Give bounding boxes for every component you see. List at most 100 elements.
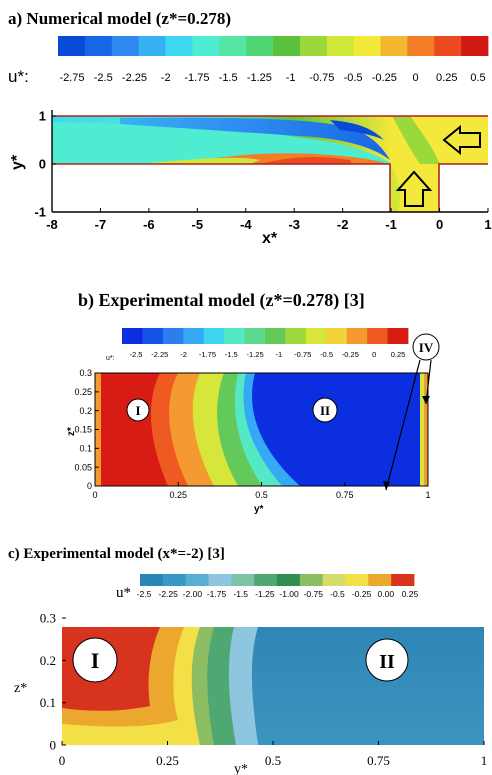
panel-c-xlabel: y* bbox=[234, 762, 248, 775]
panel-b-colorbar-tick-label: -0.25 bbox=[342, 350, 359, 359]
panel-b: b) Experimental model (z*=0.278) [3] u*:… bbox=[66, 290, 440, 515]
panel-c-colorbar-tick-label: 0.00 bbox=[378, 589, 395, 599]
panel-c-colorbar-swatch bbox=[391, 574, 415, 586]
panel-b-title: b) Experimental model (z*=0.278) [3] bbox=[78, 290, 365, 311]
panel-c-colorbar-tick-label: -2.00 bbox=[183, 589, 203, 599]
jet-band-cyan bbox=[52, 122, 392, 164]
panel-b-xlabel: y* bbox=[254, 504, 264, 515]
panel-a-y-tick-label: -1 bbox=[34, 205, 46, 220]
panel-b-colorbar-tick-label: -1 bbox=[276, 350, 283, 359]
panel-b-colorbar-swatch bbox=[305, 328, 327, 344]
panel-b-plot: 0 0.25 0.5 0.75 1 0 0.05 0.1 0.15 0.2 0.25 0.3 y* z… bbox=[66, 333, 440, 515]
panel-b-colorbar-tick-label: 0 bbox=[372, 350, 376, 359]
mixing-zone bbox=[392, 116, 440, 164]
panel-a-colorbar-tick-label: -2.25 bbox=[122, 72, 147, 84]
jet-core-deep bbox=[330, 120, 384, 140]
panel-c-title: c) Experimental model (x*=-2) [3] bbox=[8, 546, 225, 562]
panel-b-colorbar-swatch bbox=[244, 328, 266, 344]
panel-a-colorbar-swatch bbox=[192, 36, 220, 56]
panel-a-colorbar-swatch bbox=[138, 36, 166, 56]
panel-a-colorbar-tick-label: -0.75 bbox=[309, 72, 334, 84]
panel-a-colorbar-label: u*: bbox=[8, 67, 29, 86]
panel-a-xlabel: x* bbox=[262, 230, 278, 247]
panel-b-colorbar-tick-label: -2.25 bbox=[151, 350, 168, 359]
panel-a-colorbar-tick-label: -1 bbox=[286, 72, 296, 84]
jet-core-blue bbox=[120, 117, 390, 160]
panel-a-ylabel: y* bbox=[9, 154, 26, 170]
panel-a-x-tick-label: -6 bbox=[143, 217, 155, 232]
panel-b-colorbar-swatch bbox=[367, 328, 388, 344]
c-region-label-2: II bbox=[379, 651, 395, 673]
panel-a-colorbar-ticks: -2.75 -2.5 -2.25 -2 -1.75 -1.5 -1.25 -1 -0.75 -0.… bbox=[59, 72, 485, 84]
panel-c-colorbar-swatch bbox=[140, 574, 164, 586]
panel-a-colorbar-swatch bbox=[165, 36, 193, 56]
panel-b-colorbar-tick-label: -0.5 bbox=[320, 350, 333, 359]
panel-c-colorbar-tick-label: -2.5 bbox=[137, 589, 152, 599]
panel-a-x-tick-label: -5 bbox=[192, 217, 204, 232]
panel-a-x-tick-label: -3 bbox=[288, 217, 300, 232]
panel-a-colorbar-tick-label: -1.5 bbox=[219, 72, 238, 84]
panel-c-ylabel: z* bbox=[14, 681, 27, 696]
panel-c-y-tick-label: 0 bbox=[50, 738, 57, 753]
panel-a-colorbar-swatch bbox=[246, 36, 274, 56]
panel-c-y-tick-label: 0.3 bbox=[40, 611, 56, 626]
panel-b-colorbar-swatch bbox=[387, 328, 409, 344]
panel-b-colorbar-swatch bbox=[122, 328, 143, 344]
panel-a-colorbar-swatch bbox=[299, 36, 328, 56]
panel-c-x-tick-label: 0.25 bbox=[156, 753, 179, 768]
panel-b-y-tick-label: 0.1 bbox=[79, 443, 92, 453]
c-region-circle-1 bbox=[72, 637, 118, 683]
panel-c-colorbar-tick-label: -0.75 bbox=[304, 589, 324, 599]
panel-b-colorbar-swatch bbox=[224, 328, 245, 344]
panel-b-colorbar-tick-label: -2.5 bbox=[130, 350, 143, 359]
panel-a-colorbar-swatch bbox=[273, 36, 301, 56]
panel-a-colorbar-tick-label: -2.5 bbox=[94, 72, 113, 84]
panel-b-y-tick-label: 0 bbox=[87, 481, 92, 491]
panel-c-x-tick-label: 0.5 bbox=[265, 753, 281, 768]
c-bottom-layer bbox=[62, 720, 200, 745]
panel-c-y-tick-label: 0.1 bbox=[40, 695, 56, 710]
panel-c-colorbar-tick-label: -1.25 bbox=[255, 589, 275, 599]
b-region-label-1: I bbox=[135, 403, 140, 418]
panel-c-colorbar bbox=[140, 574, 415, 586]
panel-b-y-tick-label: 0.2 bbox=[79, 406, 92, 416]
bottom-wall-left bbox=[52, 163, 391, 212]
b-region-label-4: IV bbox=[419, 340, 434, 355]
panel-c-y-tick-label: 0.2 bbox=[40, 653, 56, 668]
panel-b-colorbar-tick-label: -1.75 bbox=[199, 350, 216, 359]
panel-b-colorbar-tick-label: 0.25 bbox=[391, 350, 406, 359]
b-region-label-2: II bbox=[320, 403, 330, 418]
panel-a-colorbar-swatch bbox=[111, 36, 140, 56]
panel-c-colorbar-tick-label: -1.5 bbox=[233, 589, 248, 599]
b-band-red bbox=[95, 373, 168, 486]
panel-b-axis-ticks: 0 0.25 0.5 0.75 1 0 0.05 0.1 0.15 0.2 0.25 0.3 bbox=[74, 368, 430, 500]
panel-c-axis-ticks: 0 0.25 0.5 0.75 1 0 0.1 0.2 0.3 bbox=[40, 611, 488, 768]
panel-b-colorbar-swatch bbox=[326, 328, 348, 344]
inflow-arrow-bottom bbox=[395, 170, 433, 207]
b-region-circle-2 bbox=[312, 397, 338, 423]
b-right-wall-layer-2 bbox=[424, 373, 428, 486]
panel-a-colorbar-tick-label: 0.5 bbox=[470, 72, 485, 84]
panel-c-colorbar-tick-label: -1.75 bbox=[207, 589, 227, 599]
panel-a-colorbar bbox=[58, 36, 489, 56]
panel-c-colorbar-label: u* bbox=[116, 585, 131, 601]
panel-c-colorbar-swatch bbox=[345, 574, 369, 586]
panel-c-plot: 0 0.25 0.5 0.75 1 0 0.1 0.2 0.3 y* z* I II bbox=[14, 611, 487, 775]
panel-b-x-tick-label: 0.5 bbox=[255, 490, 268, 500]
panel-a-axis-ticks: -8 -7 -6 -5 -4 -3 -2 -1 0 1 -1 0 1 bbox=[34, 109, 491, 232]
c-region-circle-2 bbox=[365, 638, 409, 682]
panel-a-colorbar-swatch bbox=[407, 36, 435, 56]
b-region-circle-4 bbox=[412, 333, 440, 361]
panel-c-colorbar-swatch bbox=[231, 574, 255, 586]
panel-c-x-tick-label: 1 bbox=[481, 753, 488, 768]
panel-b-colorbar-swatch bbox=[183, 328, 205, 344]
panel-a-colorbar-swatch bbox=[326, 36, 355, 56]
panel-b-x-tick-label: 0 bbox=[92, 490, 97, 500]
panel-c-colorbar-tick-label: -0.5 bbox=[330, 589, 345, 599]
panel-b-y-tick-label: 0.15 bbox=[74, 425, 92, 435]
panel-a-colorbar-tick-label: -0.25 bbox=[372, 72, 397, 84]
panel-a: a) Numerical model (z*=0.278) u*: -2.75-… bbox=[8, 9, 492, 247]
panel-a-colorbar-tick-label: -0.5 bbox=[344, 72, 363, 84]
b-arrowhead-1 bbox=[383, 481, 390, 490]
